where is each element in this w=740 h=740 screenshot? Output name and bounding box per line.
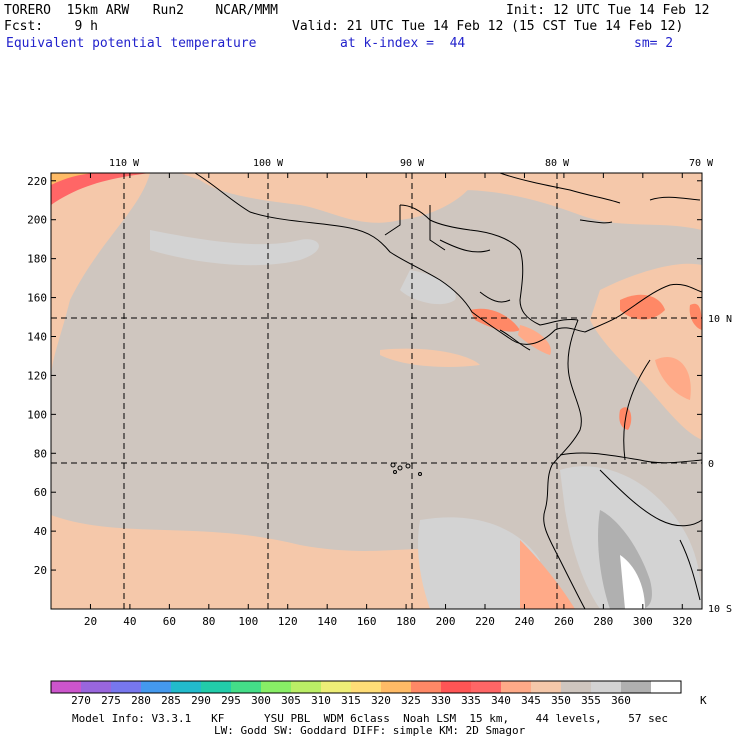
model-title: TORERO 15km ARW Run2 NCAR/MMM bbox=[4, 3, 278, 18]
colorbar-swatch bbox=[231, 681, 262, 693]
y-tick-label: 20 bbox=[34, 564, 47, 577]
colorbar-label: 305 bbox=[281, 694, 301, 707]
map-frame bbox=[50, 172, 703, 610]
colorbar-label: 300 bbox=[251, 694, 271, 707]
lat-label-10s: 10 S bbox=[708, 604, 732, 615]
colorbar-label: 270 bbox=[71, 694, 91, 707]
colorbar-label: 315 bbox=[341, 694, 361, 707]
colorbar-swatch bbox=[141, 681, 172, 693]
lon-label-110w: 110 W bbox=[109, 158, 140, 169]
colorbar-swatch bbox=[171, 681, 202, 693]
colorbar-swatch bbox=[51, 681, 82, 693]
x-tick-label: 280 bbox=[593, 615, 613, 628]
x-tick-label: 300 bbox=[633, 615, 653, 628]
lon-label-90w: 90 W bbox=[400, 158, 425, 169]
colorbar-swatch bbox=[621, 681, 652, 693]
x-tick-label: 140 bbox=[317, 615, 337, 628]
colorbar-swatch bbox=[351, 681, 382, 693]
colorbar-swatch bbox=[381, 681, 412, 693]
y-tick-label: 140 bbox=[27, 331, 47, 344]
colorbar-swatch bbox=[321, 681, 352, 693]
valid-time: Valid: 21 UTC Tue 14 Feb 12 (15 CST Tue … bbox=[292, 19, 684, 34]
colorbar-label: 360 bbox=[611, 694, 631, 707]
lon-label-70w: 70 W bbox=[689, 158, 714, 169]
x-tick-label: 80 bbox=[202, 615, 215, 628]
y-tick-label: 180 bbox=[27, 253, 47, 266]
x-tick-label: 240 bbox=[515, 615, 535, 628]
x-tick-label: 60 bbox=[163, 615, 176, 628]
lat-label-10n: 10 N bbox=[708, 314, 732, 325]
colorbar-label: 310 bbox=[311, 694, 331, 707]
colorbar-label: 285 bbox=[161, 694, 181, 707]
lon-label-100w: 100 W bbox=[253, 158, 284, 169]
y-tick-label: 160 bbox=[27, 292, 47, 305]
colorbar-label: 330 bbox=[431, 694, 451, 707]
x-tick-label: 100 bbox=[238, 615, 258, 628]
x-tick-label: 220 bbox=[475, 615, 495, 628]
x-tick-label: 20 bbox=[84, 615, 97, 628]
colorbar-swatch bbox=[411, 681, 442, 693]
colorbar-unit: K bbox=[700, 694, 707, 707]
smoothing-label: sm= 2 bbox=[634, 36, 674, 51]
lat-label-0: 0 bbox=[708, 459, 714, 470]
init-time: Init: 12 UTC Tue 14 Feb 12 bbox=[506, 3, 710, 18]
colorbar-label: 345 bbox=[521, 694, 541, 707]
colorbar-swatch bbox=[441, 681, 472, 693]
y-tick-label: 120 bbox=[27, 369, 47, 382]
colorbar-swatch bbox=[531, 681, 562, 693]
colorbar-label: 350 bbox=[551, 694, 571, 707]
x-tick-label: 260 bbox=[554, 615, 574, 628]
level-index: at k-index = 44 bbox=[340, 36, 466, 51]
y-tick-label: 60 bbox=[34, 486, 47, 499]
colorbar-swatch bbox=[261, 681, 292, 693]
colorbar-swatch bbox=[561, 681, 592, 693]
colorbar-swatch bbox=[291, 681, 322, 693]
colorbar-label: 295 bbox=[221, 694, 241, 707]
x-tick-label: 320 bbox=[672, 615, 692, 628]
colorbar-swatch bbox=[81, 681, 112, 693]
forecast-hour: Fcst: 9 h bbox=[4, 19, 98, 34]
x-tick-label: 40 bbox=[123, 615, 136, 628]
model-info: Model Info: V3.3.1 KF YSU PBL WDM 6class… bbox=[72, 712, 669, 725]
physics-info: LW: Godd SW: Goddard DIFF: simple KM: 2D… bbox=[214, 724, 526, 737]
y-tick-label: 100 bbox=[27, 408, 47, 421]
x-tick-label: 200 bbox=[436, 615, 456, 628]
y-tick-label: 80 bbox=[34, 447, 47, 460]
y-tick-label: 40 bbox=[34, 525, 47, 538]
x-tick-label: 120 bbox=[278, 615, 298, 628]
colorbar-label: 355 bbox=[581, 694, 601, 707]
colorbar-label: 275 bbox=[101, 694, 121, 707]
colorbar-label: 335 bbox=[461, 694, 481, 707]
y-tick-label: 220 bbox=[27, 175, 47, 188]
coastlines bbox=[194, 173, 702, 609]
colorbar-label: 320 bbox=[371, 694, 391, 707]
latlon-grid bbox=[51, 173, 702, 609]
map-field bbox=[51, 173, 702, 609]
y-tick-label: 200 bbox=[27, 214, 47, 227]
colorbar-label: 280 bbox=[131, 694, 151, 707]
colorbar-swatch bbox=[471, 681, 502, 693]
lon-label-80w: 80 W bbox=[545, 158, 570, 169]
colorbar-swatch bbox=[201, 681, 232, 693]
colorbar-swatch bbox=[111, 681, 142, 693]
x-tick-label: 160 bbox=[357, 615, 377, 628]
colorbar-label: 325 bbox=[401, 694, 421, 707]
colorbar-label: 290 bbox=[191, 694, 211, 707]
x-tick-label: 180 bbox=[396, 615, 416, 628]
colorbar-swatch bbox=[501, 681, 532, 693]
colorbar-swatch bbox=[651, 681, 682, 693]
field-name: Equivalent potential temperature bbox=[6, 36, 257, 51]
colorbar-label: 340 bbox=[491, 694, 511, 707]
colorbar-swatch bbox=[591, 681, 622, 693]
